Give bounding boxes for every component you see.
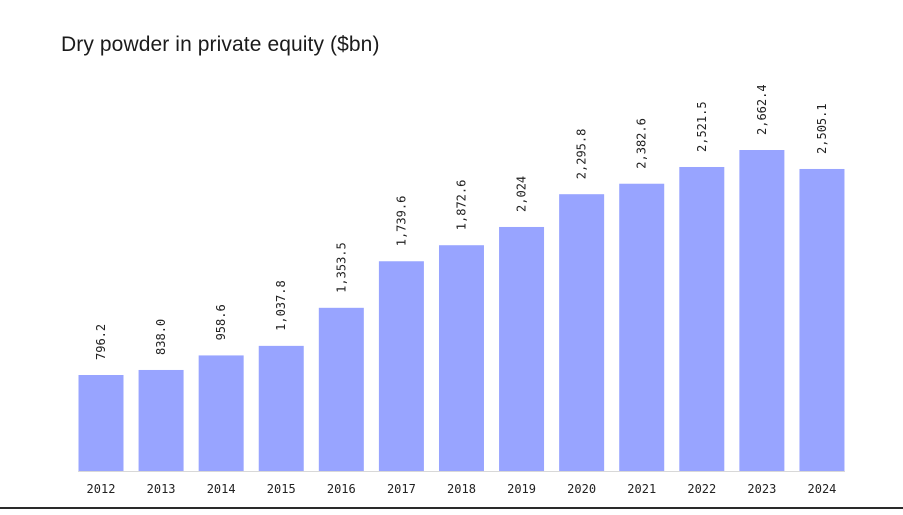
bar-2018 (438, 245, 484, 471)
value-label-2014: 958.6 (214, 304, 228, 340)
bar-2023 (739, 150, 785, 471)
bar-2021 (619, 183, 665, 472)
bar-2013 (138, 369, 184, 471)
x-tick-label-2020: 2020 (567, 482, 596, 496)
bar-2022 (679, 166, 725, 472)
x-tick-label-2012: 2012 (87, 482, 116, 496)
value-label-2018: 1,872.6 (454, 180, 468, 231)
value-label-2013: 838.0 (154, 319, 168, 355)
x-tick-label-2021: 2021 (627, 482, 656, 496)
x-tick-label-2018: 2018 (447, 482, 476, 496)
value-label-2021: 2,382.6 (635, 118, 649, 169)
x-tick-label-2014: 2014 (207, 482, 236, 496)
x-tick-label-2024: 2024 (808, 482, 837, 496)
x-tick-labels-group: 2012 2013 2014 2015 2016 2017 2018 2019 2020 2021… (87, 482, 837, 496)
x-tick-label-2013: 2013 (147, 482, 176, 496)
bar-2014 (198, 355, 244, 471)
bar-2012 (78, 375, 124, 471)
bars-group (78, 150, 845, 472)
x-tick-label-2022: 2022 (687, 482, 716, 496)
value-label-2024: 2,505.1 (815, 103, 829, 154)
bar-2024 (799, 168, 845, 471)
bar-2017 (378, 261, 424, 471)
bar-2020 (559, 194, 605, 471)
bar-2019 (499, 226, 545, 471)
value-label-2020: 2,295.8 (575, 129, 589, 180)
value-label-2019: 2,024 (515, 176, 529, 212)
value-label-2015: 1,037.8 (274, 280, 288, 331)
bar-2016 (318, 307, 364, 471)
value-label-2023: 2,662.4 (755, 84, 769, 135)
chart-title: Dry powder in private equity ($bn) (61, 33, 380, 56)
value-label-2022: 2,521.5 (695, 101, 709, 152)
x-tick-label-2015: 2015 (267, 482, 296, 496)
value-label-2017: 1,739.6 (394, 196, 408, 247)
x-tick-label-2023: 2023 (747, 482, 776, 496)
bar-2015 (258, 345, 304, 471)
value-label-2012: 796.2 (94, 324, 108, 360)
bottom-divider (0, 507, 903, 509)
x-tick-label-2019: 2019 (507, 482, 536, 496)
x-tick-label-2017: 2017 (387, 482, 416, 496)
value-label-2016: 1,353.5 (334, 242, 348, 293)
x-tick-label-2016: 2016 (327, 482, 356, 496)
value-labels-group: 796.2 838.0 958.6 1,037.8 1,353.5 1,739.6 1,87… (94, 84, 829, 360)
